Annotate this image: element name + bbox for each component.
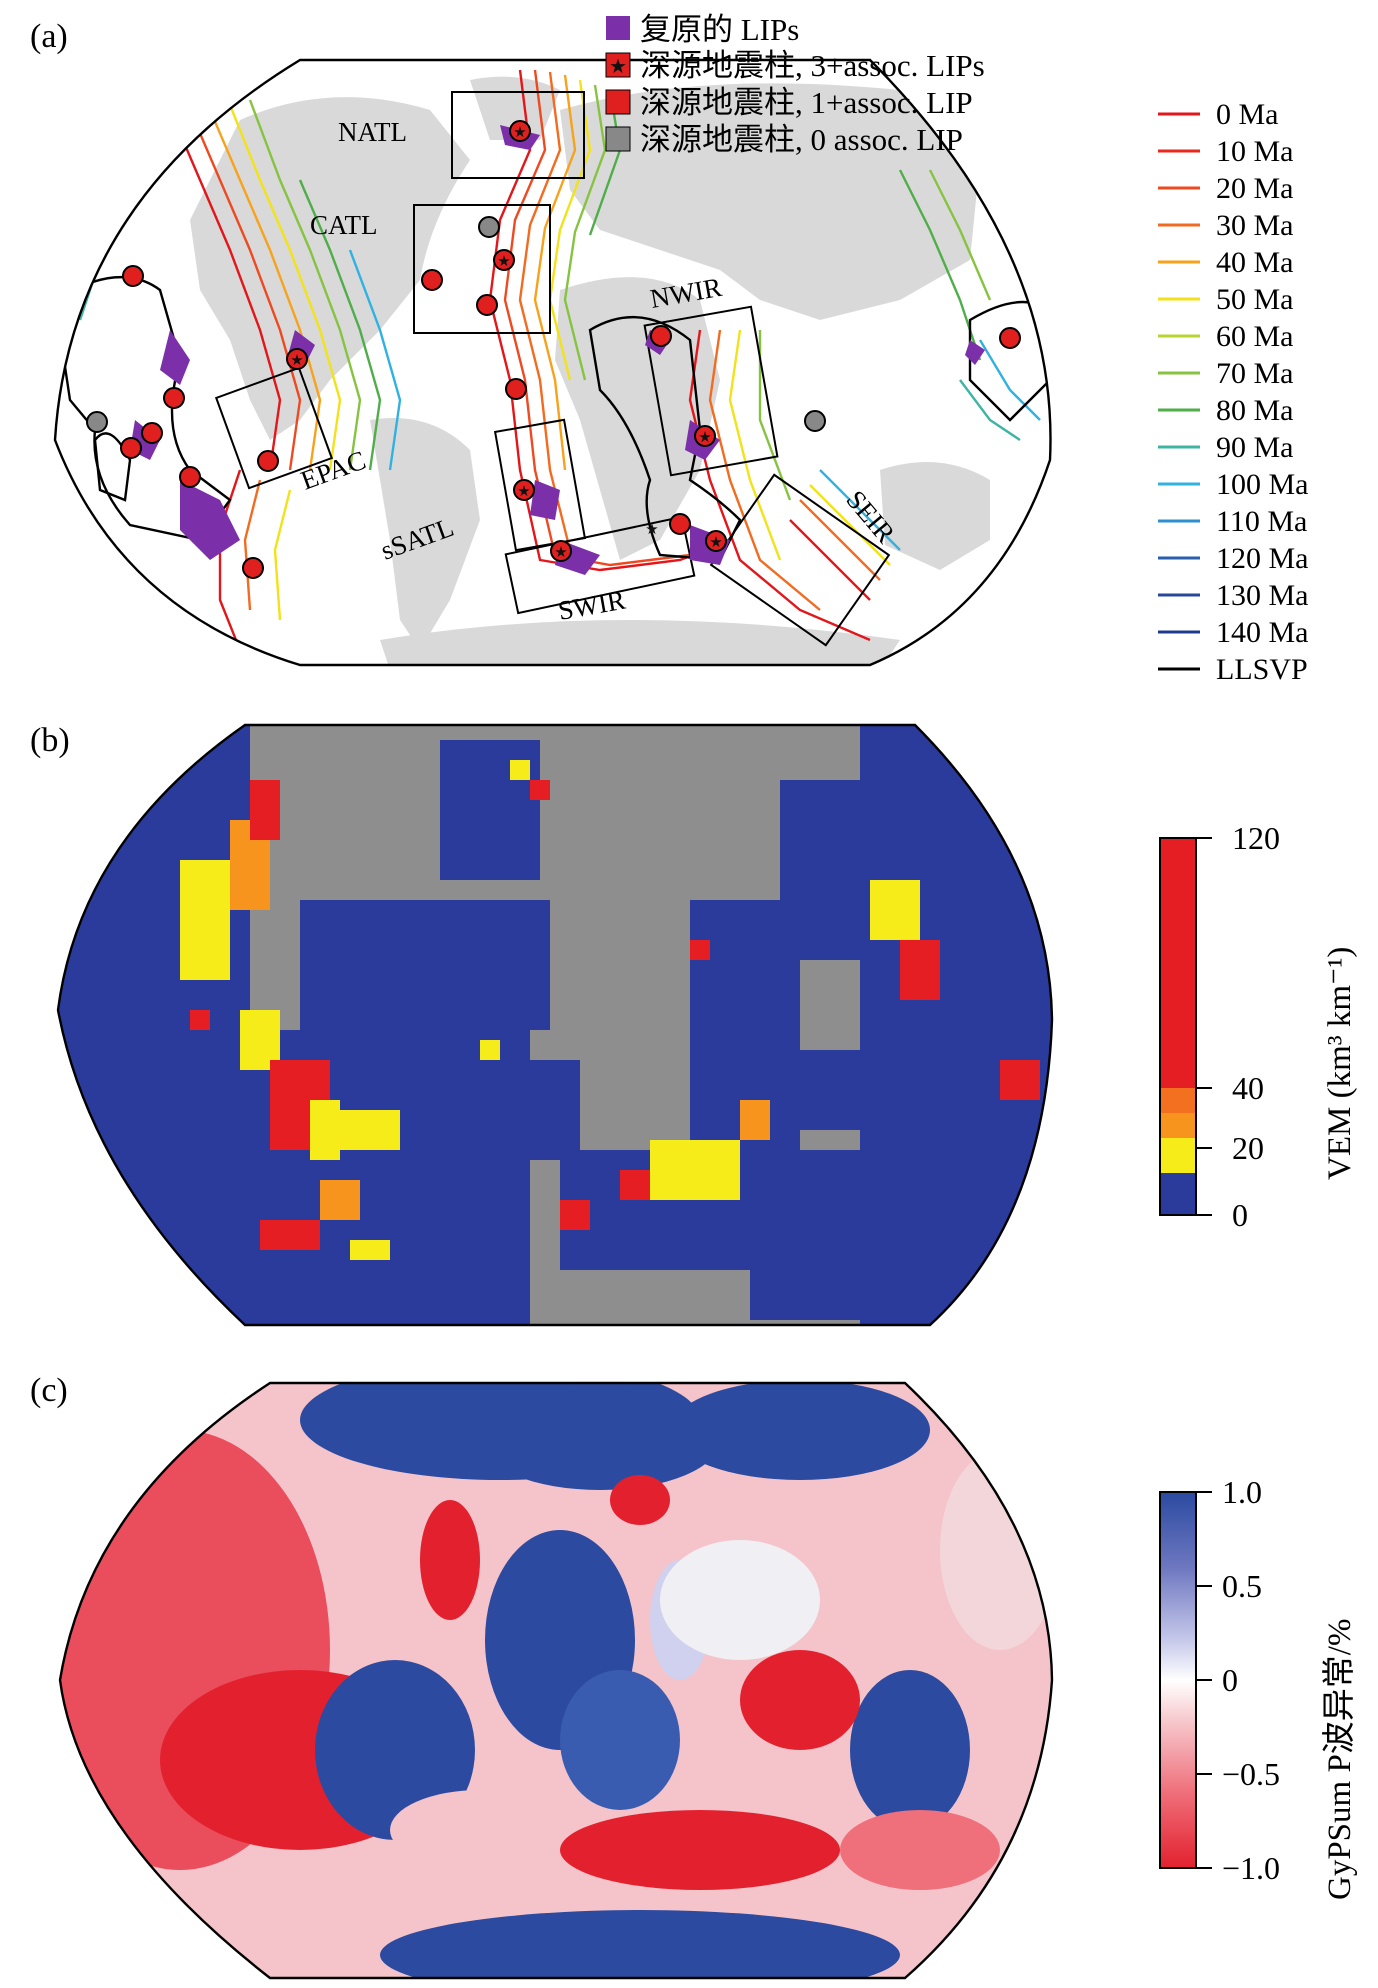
vem-tick-0: 0: [1232, 1197, 1248, 1233]
legend-plume-1lip: 深源地震柱, 1+assoc. LIP: [640, 85, 973, 120]
age-legend-label: 80 Ma: [1216, 394, 1294, 427]
age-legend-label: 110 Ma: [1216, 505, 1307, 538]
svg-text:★: ★: [497, 254, 510, 270]
region-box-nwir: [643, 305, 779, 477]
vem-colorbar-title: VEM (km³ km⁻¹): [1322, 947, 1358, 1180]
plume-markers: [86, 120, 1021, 579]
svg-text:★: ★: [645, 522, 658, 538]
age-legend-label: 70 Ma: [1216, 357, 1294, 390]
svg-text:★: ★: [698, 430, 711, 446]
region-label-natl: NATL: [338, 117, 407, 147]
panel-a-label: (a): [30, 18, 68, 55]
svg-text:★: ★: [517, 484, 530, 500]
vem-tick-20: 20: [1232, 1130, 1264, 1166]
age-legend-label: 90 Ma: [1216, 431, 1294, 464]
plume-star-markers: ★ ★ ★ ★ ★ ★ ★ ★: [290, 125, 722, 561]
gypsum-tick-1: 1.0: [1222, 1474, 1262, 1510]
age-legend-label: 20 Ma: [1216, 172, 1294, 205]
panel-b-map-outline: [56, 723, 1054, 1327]
gypsum-colorbar-title: GyPSum P波异常/%: [1321, 1619, 1358, 1900]
gypsum-tick-m1: −1.0: [1222, 1850, 1280, 1886]
vem-tick-40: 40: [1232, 1070, 1264, 1106]
age-legend: 0 Ma 10 Ma 20 Ma 30 Ma 40 Ma 50 Ma 60 Ma 70 Ma 8…: [1158, 98, 1309, 686]
region-box-epac: [214, 366, 334, 490]
svg-text:★: ★: [554, 545, 567, 561]
region-boxes: [214, 91, 891, 647]
panel-a-map-outline: [53, 58, 1052, 667]
svg-text:★: ★: [609, 56, 627, 78]
region-box-swir: [504, 515, 696, 615]
panel-c-map-outline: [58, 1381, 1054, 1980]
age-legend-label: 50 Ma: [1216, 283, 1294, 316]
age-legend-label: 0 Ma: [1216, 98, 1279, 131]
legend-lips: 复原的 LIPs: [640, 12, 799, 47]
legend-plume-0lip: 深源地震柱, 0 assoc. LIP: [640, 122, 963, 157]
panel-b-label: (b): [30, 722, 70, 759]
region-label-catl: CATL: [310, 210, 378, 240]
gypsum-tick-0: 0: [1222, 1662, 1238, 1698]
age-legend-label: 60 Ma: [1216, 320, 1294, 353]
svg-text:★: ★: [513, 125, 526, 141]
age-legend-label: 100 Ma: [1216, 468, 1309, 501]
continent-africa: [555, 277, 720, 560]
region-box-seir: [709, 473, 891, 647]
age-legend-label: 10 Ma: [1216, 135, 1294, 168]
symbol-legend: 复原的 LIPs ★ 深源地震柱, 3+assoc. LIPs 深源地震柱, 1…: [605, 12, 985, 157]
colorbar-vem: [1159, 837, 1212, 1216]
vem-tick-120: 120: [1232, 820, 1280, 856]
panel-c-map: 1.0 0.5 0 −0.5 −1.0 GyPSum P波异常/%: [58, 1381, 1358, 1980]
gypsum-tick-05: 0.5: [1222, 1568, 1262, 1604]
continent-eurasia: [560, 83, 980, 320]
age-legend-label: 30 Ma: [1216, 209, 1294, 242]
continent-south-america: [370, 418, 480, 650]
colorbar-gypsum: [1159, 1491, 1212, 1869]
gypsum-tick-m05: −0.5: [1222, 1756, 1280, 1792]
continent-australia: [880, 462, 990, 570]
region-box-natl: [451, 91, 585, 179]
age-legend-label: LLSVP: [1216, 653, 1308, 686]
panel-a-map: ★ ★ ★ ★ ★ ★ ★ ★ NATL CATL NWIR EPAC sSAT…: [53, 12, 1309, 686]
svg-text:★: ★: [290, 353, 303, 369]
svg-text:★: ★: [709, 535, 722, 551]
legend-plume-3lips: 深源地震柱, 3+assoc. LIPs: [640, 48, 985, 83]
age-legend-label: 40 Ma: [1216, 246, 1294, 279]
continent-antarctica: [380, 620, 900, 665]
vem-cells: [180, 760, 1040, 1260]
panel-b-map: 120 40 20 0 VEM (km³ km⁻¹): [56, 723, 1358, 1327]
panel-c-label: (c): [30, 1372, 68, 1409]
region-box-catl: [413, 204, 551, 334]
age-legend-label: 120 Ma: [1216, 542, 1309, 575]
age-legend-label: 140 Ma: [1216, 616, 1309, 649]
age-legend-label: 130 Ma: [1216, 579, 1309, 612]
